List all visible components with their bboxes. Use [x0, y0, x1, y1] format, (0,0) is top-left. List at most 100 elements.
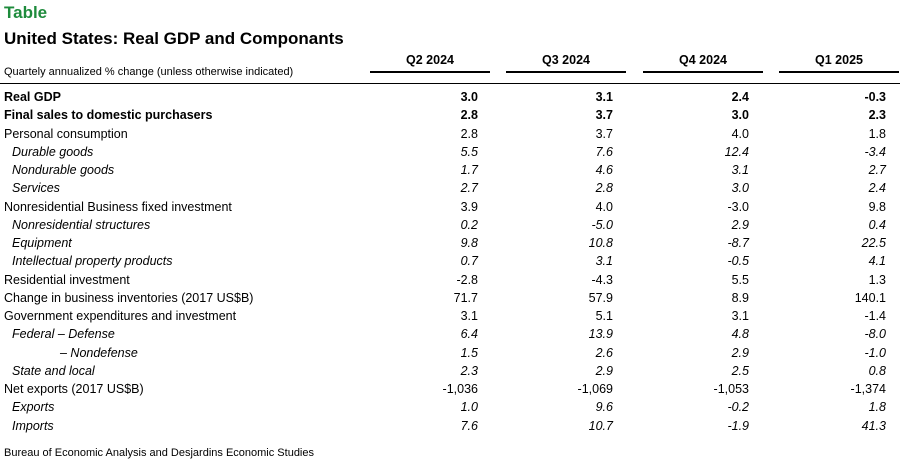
row-value-1: 1.0: [460, 400, 478, 415]
row-value-2: -1,069: [577, 382, 613, 396]
row-value-2: 10.7: [588, 418, 613, 433]
row-value-3: -1.9: [727, 418, 749, 433]
row-value-1: 2.8: [460, 108, 478, 123]
row-value-2: -5.0: [591, 217, 613, 232]
row-value-4: 2.7: [868, 163, 886, 177]
table-row: Net exports (2017 US$B) -1,036 -1,069 -1,05…: [0, 380, 900, 398]
row-value-1: 5.5: [460, 144, 478, 159]
row-label: Services: [12, 181, 60, 196]
row-value-4: -3.4: [864, 144, 886, 159]
row-value-4: 1.3: [868, 272, 886, 287]
row-value-3: 3.0: [731, 108, 749, 123]
table-row: Nonresidential Business fixed investment…: [0, 198, 900, 216]
row-value-1: 0.7: [460, 254, 478, 269]
row-value-3: 2.9: [731, 345, 749, 360]
row-value-1: 3.9: [460, 199, 478, 214]
table-row: Government expenditures and investment 3.…: [0, 307, 900, 325]
table-tag: Table: [4, 3, 48, 22]
row-value-4: 41.3: [861, 418, 886, 433]
row-value-4: 1.8: [868, 400, 886, 415]
header-divider: [0, 83, 900, 84]
row-value-4: 0.8: [868, 363, 886, 378]
row-label: Residential investment: [4, 272, 130, 287]
row-value-2: 13.9: [588, 327, 613, 342]
row-label: – Nondefense: [60, 345, 138, 360]
table-row: Durable goods 5.5 7.6 12.4 -3.4: [0, 143, 900, 161]
table-row: Federal – Defense 6.4 13.9 4.8 -8.0: [0, 325, 900, 343]
row-value-4: 2.3: [868, 108, 886, 123]
row-value-2: 10.8: [588, 236, 613, 250]
row-value-3: 8.9: [731, 290, 749, 305]
row-value-2: -4.3: [591, 272, 613, 287]
column-header-q3-2024: Q3 2024: [506, 53, 626, 73]
row-value-3: -8.7: [727, 236, 749, 250]
row-label: Net exports (2017 US$B): [4, 382, 144, 396]
table-row: Change in business inventories (2017 US$…: [0, 289, 900, 307]
row-label: Federal – Defense: [12, 327, 115, 342]
row-value-2: 3.7: [595, 108, 613, 123]
table-row: Services 2.7 2.8 3.0 2.4: [0, 179, 900, 197]
row-value-2: 4.0: [595, 199, 613, 214]
row-value-1: 1.7: [460, 163, 478, 177]
row-value-3: 2.9: [731, 217, 749, 232]
row-value-1: -2.8: [456, 272, 478, 287]
row-label: Durable goods: [12, 144, 94, 159]
row-value-3: 3.0: [731, 181, 749, 196]
row-value-1: 3.1: [460, 309, 478, 323]
row-value-1: 6.4: [460, 327, 478, 342]
row-value-2: 3.1: [595, 90, 613, 104]
row-value-4: -1,374: [850, 382, 886, 396]
row-value-3: 5.5: [731, 272, 749, 287]
row-value-4: 9.8: [868, 199, 886, 214]
row-value-1: 2.3: [460, 363, 478, 378]
page-title: United States: Real GDP and Componants: [4, 29, 344, 48]
table-row: Final sales to domestic purchasers 2.8 3.7…: [0, 106, 900, 124]
row-value-4: 22.5: [861, 236, 886, 250]
table-row: Equipment 9.8 10.8 -8.7 22.5: [0, 234, 900, 252]
source-note: Bureau of Economic Analysis and Desjardi…: [4, 447, 314, 459]
row-value-2: 9.6: [595, 400, 613, 415]
row-label: Final sales to domestic purchasers: [4, 108, 213, 123]
row-value-3: -0.5: [727, 254, 749, 269]
row-value-1: 9.8: [460, 236, 478, 250]
row-value-1: -1,036: [442, 382, 478, 396]
row-value-1: 0.2: [460, 217, 478, 232]
row-label: Nonresidential structures: [12, 217, 151, 232]
row-value-4: -1.0: [864, 345, 886, 360]
row-value-1: 3.0: [460, 90, 478, 104]
column-header-q4-2024: Q4 2024: [643, 53, 763, 73]
row-value-2: 2.9: [595, 363, 613, 378]
row-value-4: 140.1: [854, 290, 886, 305]
table-row: – Nondefense 1.5 2.6 2.9 -1.0: [0, 344, 900, 362]
row-value-4: 2.4: [868, 181, 886, 196]
row-value-2: 57.9: [588, 290, 613, 305]
table-row: Imports 7.6 10.7 -1.9 41.3: [0, 417, 900, 435]
row-label: State and local: [12, 363, 95, 378]
table-subtitle: Quartely annualized % change (unless oth…: [4, 66, 294, 78]
row-value-4: -8.0: [864, 327, 886, 342]
row-label: Nondurable goods: [12, 163, 115, 177]
row-label: Nonresidential Business fixed investment: [4, 199, 232, 214]
table-row: Intellectual property products 0.7 3.1 -0.5…: [0, 252, 900, 270]
row-value-1: 71.7: [453, 290, 478, 305]
row-value-4: 1.8: [868, 126, 886, 141]
row-value-2: 3.7: [595, 126, 613, 141]
row-label: Change in business inventories (2017 US$…: [4, 290, 254, 305]
row-value-4: 4.1: [868, 254, 886, 269]
row-label: Personal consumption: [4, 126, 128, 141]
row-value-4: -1.4: [864, 309, 886, 323]
row-value-3: 3.1: [731, 163, 749, 177]
row-value-1: 2.7: [460, 181, 478, 196]
row-value-2: 5.1: [595, 309, 613, 323]
table-row: Personal consumption 2.8 3.7 4.0 1.8: [0, 125, 900, 143]
row-label: Exports: [12, 400, 55, 415]
column-header-q1-2025: Q1 2025: [779, 53, 899, 73]
table-row: Exports 1.0 9.6 -0.2 1.8: [0, 398, 900, 416]
row-label: Imports: [12, 418, 54, 433]
row-value-2: 2.8: [595, 181, 613, 196]
row-value-3: 4.8: [731, 327, 749, 342]
row-label: Government expenditures and investment: [4, 309, 237, 323]
row-value-3: 2.5: [731, 363, 749, 378]
row-label: Intellectual property products: [12, 254, 173, 269]
row-label: Real GDP: [4, 90, 61, 104]
